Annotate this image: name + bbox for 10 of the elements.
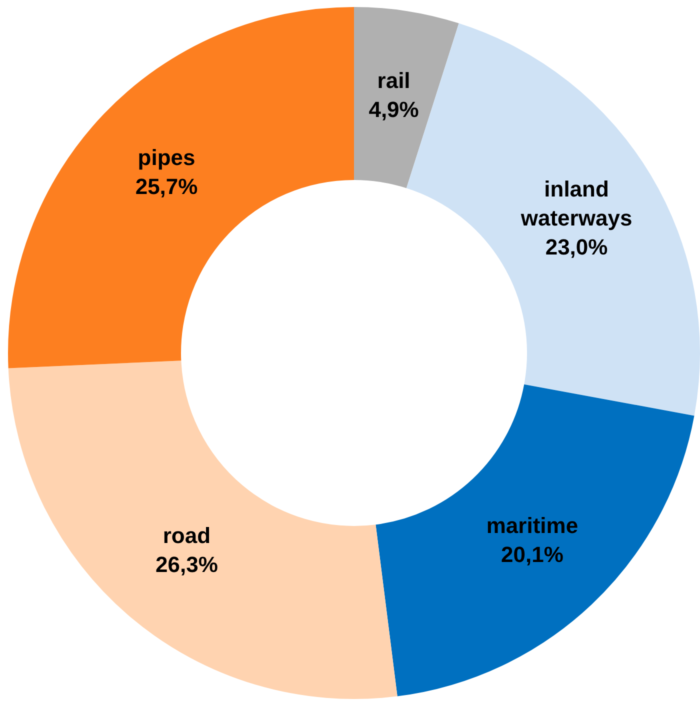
data-label: 4,9% [368,97,419,122]
slice-label: inland waterways [520,176,632,231]
slice-label: maritime [486,513,578,538]
slice-label: road [162,522,211,548]
slice-label: pipes [138,145,196,170]
slice-label: rail [377,68,410,94]
data-label: 20,1% [501,542,564,568]
data-label: 23,0% [545,234,608,260]
data-label: 26,3% [156,552,218,577]
data-label: 25,7% [135,174,198,200]
